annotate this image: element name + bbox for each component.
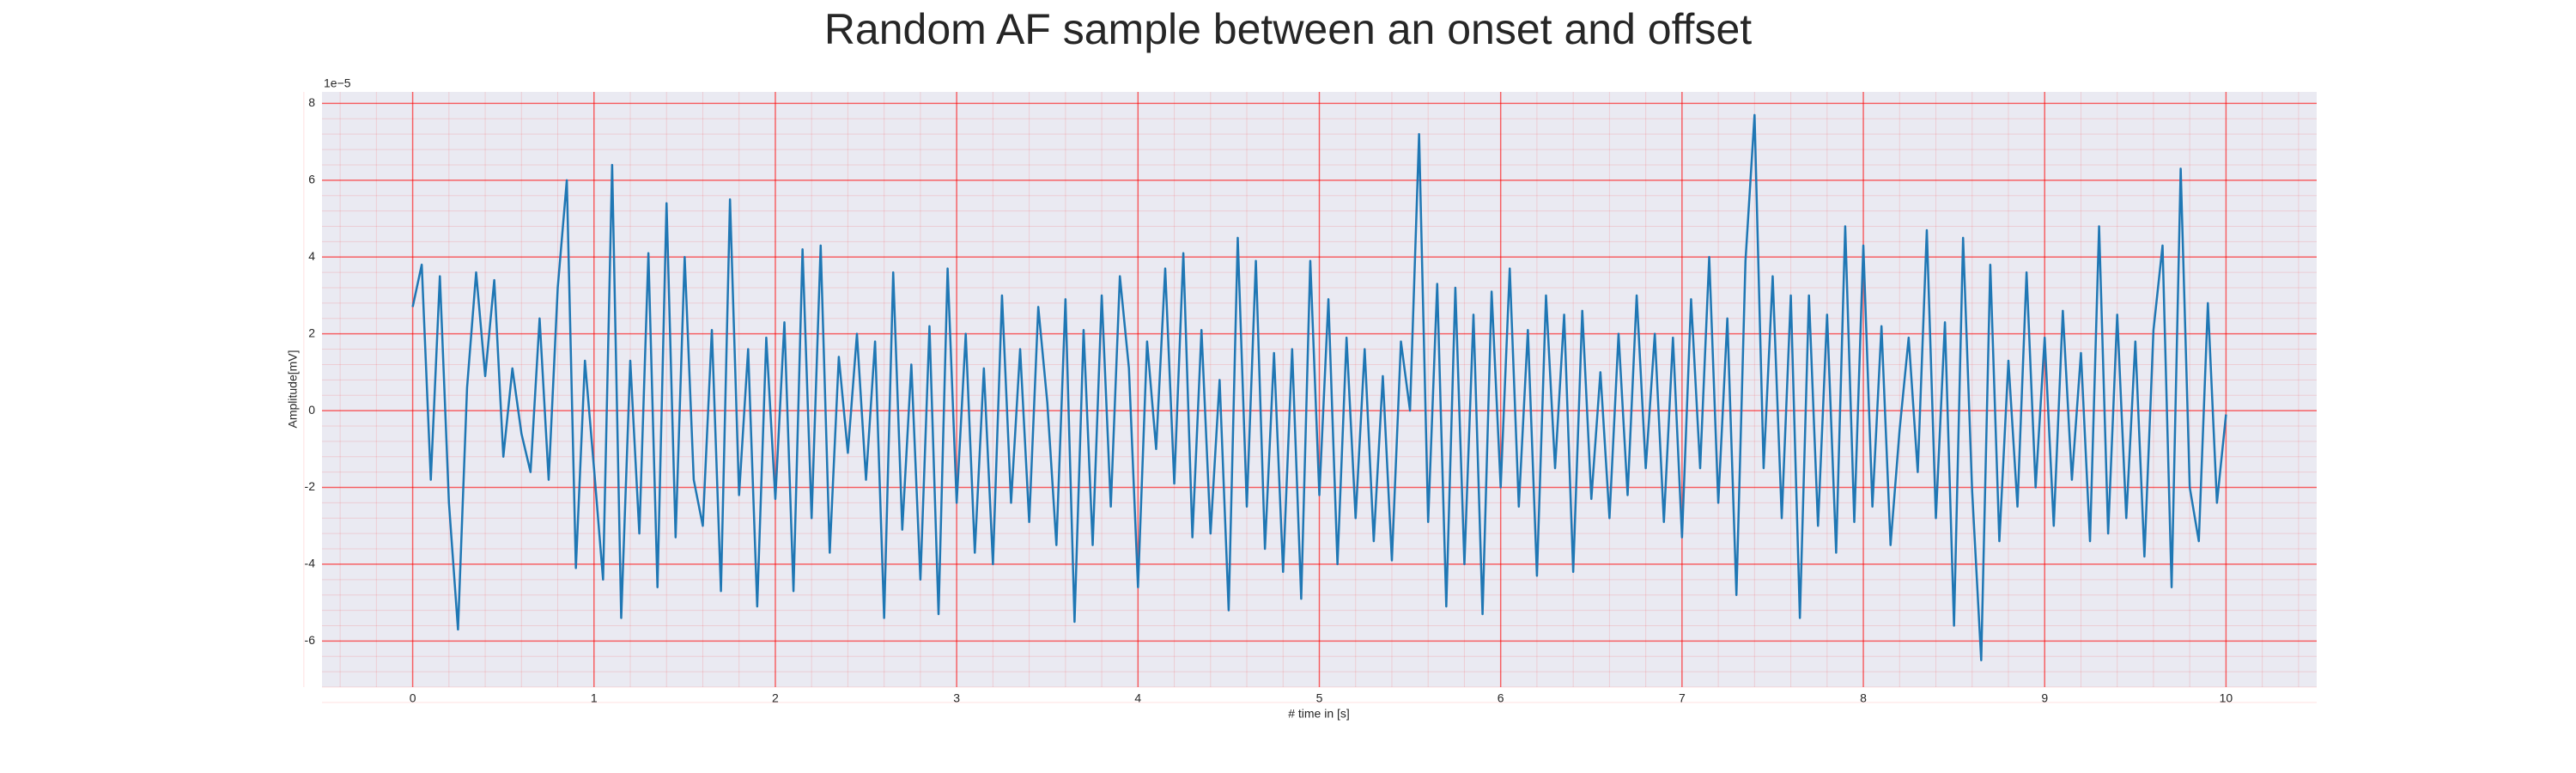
- x-axis-label: # time in [s]: [1288, 707, 1350, 721]
- x-tick-label: 10: [2220, 691, 2233, 705]
- y-tick-label: -6: [305, 633, 316, 647]
- x-tick-label: 0: [410, 691, 416, 705]
- x-tick-label: 1: [591, 691, 598, 705]
- y-offset-label: 1e−5: [324, 76, 351, 90]
- y-axis-label: Amplitude[mV]: [286, 350, 300, 428]
- x-tick-label: 7: [1679, 691, 1686, 705]
- y-tick-label: 2: [308, 326, 315, 339]
- y-tick-label: 0: [308, 403, 315, 417]
- x-tick-label: 8: [1860, 691, 1867, 705]
- y-tick-label: -2: [305, 479, 316, 493]
- chart-title: Random AF sample between an onset and of…: [824, 5, 1752, 53]
- y-tick-label: 8: [308, 95, 315, 109]
- x-tick-label: 2: [772, 691, 779, 705]
- y-tick-label: 4: [308, 249, 315, 263]
- x-tick-label: 3: [953, 691, 960, 705]
- x-tick-label: 6: [1498, 691, 1504, 705]
- x-tick-label: 5: [1316, 691, 1323, 705]
- data-line: [411, 113, 2227, 661]
- y-tick-label: 6: [308, 173, 315, 186]
- x-tick-label: 9: [2041, 691, 2048, 705]
- y-tick-label: -4: [305, 557, 316, 570]
- x-tick-label: 4: [1134, 691, 1141, 705]
